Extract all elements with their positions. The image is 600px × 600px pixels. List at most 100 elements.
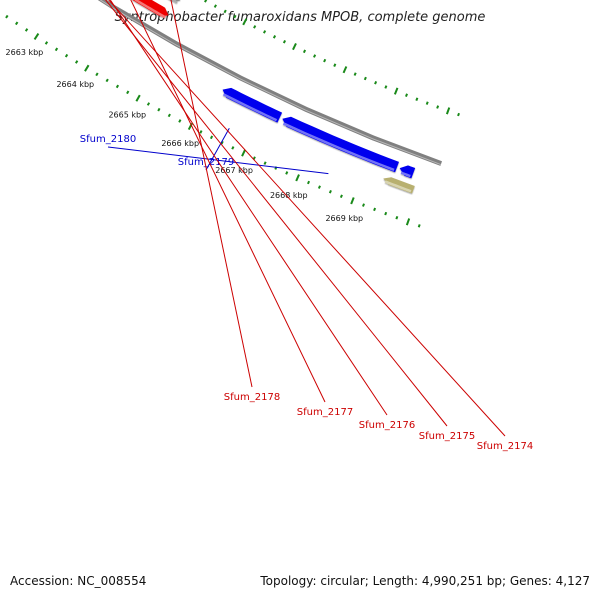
gene-layer (132, 0, 416, 194)
outer-ruler-minor-tick (5, 14, 9, 19)
outer-ruler-minor-tick (44, 41, 49, 45)
outer-ruler-major-tick (295, 174, 300, 182)
backbone-layer (97, 0, 442, 166)
inner-ruler-minor-tick (213, 4, 217, 8)
gene-unlabeled-olive-gene[interactable] (383, 177, 415, 194)
gene-arrow-highlight (384, 180, 412, 193)
outer-ruler-minor-tick (373, 207, 377, 212)
inner-ruler-minor-tick (457, 112, 460, 117)
inner-ruler-major-tick (242, 18, 248, 26)
inner-ruler-minor-tick (384, 85, 388, 89)
gene-label-Sfum_2175[interactable]: Sfum_2175 (419, 431, 475, 442)
outer-ruler-minor-tick (220, 140, 224, 145)
inner-ruler-minor-tick (323, 58, 327, 63)
outer-ruler-major-tick (84, 64, 90, 72)
outer-ruler-minor-tick (157, 107, 161, 112)
gene-arrow[interactable] (222, 87, 283, 123)
inner-ruler-minor-tick (425, 101, 429, 105)
gene-unlabeled-red-1[interactable] (132, 0, 169, 19)
callout-leader-Sfum_2175 (105, 0, 448, 427)
inner-ruler-minor-tick (436, 105, 440, 109)
gene-unlabeled-blue-gene-left[interactable] (399, 165, 416, 179)
inner-ruler-minor-tick (204, 0, 208, 3)
outer-ruler-minor-tick (64, 53, 69, 58)
outer-ruler-minor-tick (126, 90, 130, 95)
inner-ruler-minor-tick (253, 25, 257, 29)
outer-ruler-minor-tick (105, 78, 109, 83)
inner-ruler-minor-tick (353, 72, 357, 76)
inner-ruler-minor-tick (415, 97, 419, 101)
inner-ruler-minor-tick (405, 93, 408, 97)
gene-arrow[interactable] (399, 165, 416, 179)
ruler-layer: 2669 kbp 2668 kbp 2667 kbp 2666 kbp 2665 kbp… (5, 0, 460, 228)
gene-Sfum_2180[interactable] (282, 116, 399, 173)
inner-ruler-minor-tick (333, 63, 337, 67)
inner-ruler-minor-tick (272, 35, 277, 39)
diagram-title: Syntrophobacter fumaroxidans MPOB, compl… (114, 10, 486, 25)
outer-ruler-minor-tick (178, 119, 182, 123)
inner-ruler-minor-tick (313, 54, 317, 58)
gene-arrow-highlight (282, 122, 395, 172)
gene-label-Sfum_2174[interactable]: Sfum_2174 (477, 441, 533, 452)
callout-leader-Sfum_2176 (109, 0, 388, 416)
accession-label: Accession: NC_008554 (10, 574, 147, 588)
outer-ruler-major-tick (405, 218, 411, 226)
scale-tick-label: 2664 kbp (56, 80, 94, 89)
outer-ruler-minor-tick (199, 130, 203, 134)
outer-ruler-minor-tick (317, 185, 321, 189)
gene-arrow[interactable] (282, 116, 399, 173)
scale-tick-label: 2669 kbp (325, 214, 363, 223)
genome-summary: Topology: circular; Length: 4,990,251 bp… (260, 574, 590, 588)
outer-ruler-minor-tick (384, 211, 388, 216)
outer-ruler-minor-tick (285, 171, 289, 175)
genome-backbone (97, 0, 442, 166)
inner-ruler-minor-tick (374, 80, 378, 85)
gene-Sfum_2178[interactable] (137, 0, 181, 4)
outer-ruler-minor-tick (328, 189, 332, 194)
callout-layer: Sfum_2180 Sfum_2179 Sfum_2178 Sfum_2177 Sfum… (80, 0, 533, 452)
outer-ruler-major-tick (350, 197, 355, 205)
gene-Sfum_2179[interactable] (222, 87, 283, 123)
inner-ruler-major-tick (393, 87, 399, 95)
gene-label-Sfum_2179[interactable]: Sfum_2179 (178, 157, 234, 168)
outer-ruler-minor-tick (95, 72, 99, 77)
inner-ruler-minor-tick (262, 30, 267, 34)
outer-ruler-minor-tick (362, 203, 365, 207)
callout-leader-Sfum_2180 (107, 146, 329, 175)
outer-ruler-minor-tick (395, 215, 399, 220)
scale-tick-label: 2665 kbp (108, 110, 146, 119)
outer-ruler-minor-tick (24, 28, 29, 32)
gene-label-Sfum_2178[interactable]: Sfum_2178 (224, 392, 280, 403)
inner-ruler-minor-tick (282, 39, 287, 44)
gene-arrow-highlight (134, 0, 166, 19)
outer-ruler-minor-tick (231, 146, 235, 150)
inner-ruler-major-tick (292, 42, 297, 51)
scale-tick-label: 2663 kbp (6, 48, 44, 57)
outer-ruler-minor-tick (115, 84, 120, 89)
gene-label-Sfum_2180[interactable]: Sfum_2180 (80, 134, 136, 145)
gene-arrow-highlight (170, 0, 178, 4)
inner-ruler-minor-tick (302, 49, 307, 54)
outer-ruler-minor-tick (167, 113, 171, 118)
scale-tick-label: 2668 kbp (270, 191, 308, 200)
callout-leader-Sfum_2177 (130, 0, 326, 403)
scale-tick-label: 2667 kbp (215, 166, 253, 175)
outer-ruler-minor-tick (306, 180, 311, 185)
outer-ruler-minor-tick (74, 60, 79, 64)
gene-label-Sfum_2176[interactable]: Sfum_2176 (359, 420, 415, 431)
outer-ruler-major-tick (241, 149, 246, 157)
outer-ruler-major-tick (33, 32, 40, 40)
outer-ruler-minor-tick (14, 21, 19, 26)
gene-arrow-highlight (222, 93, 278, 122)
scale-tick-label: 2666 kbp (161, 139, 199, 148)
callout-leader-Sfum_2178 (170, 0, 253, 388)
outer-ruler-minor-tick (209, 135, 214, 140)
gene-label-Sfum_2177[interactable]: Sfum_2177 (297, 407, 353, 418)
inner-ruler-minor-tick (363, 76, 367, 81)
outer-ruler-minor-tick (263, 161, 267, 165)
outer-ruler-minor-tick (146, 102, 151, 106)
inner-ruler-major-tick (342, 66, 348, 74)
callout-leader-Sfum_2174 (108, 0, 506, 437)
outer-ruler-minor-tick (54, 47, 59, 52)
